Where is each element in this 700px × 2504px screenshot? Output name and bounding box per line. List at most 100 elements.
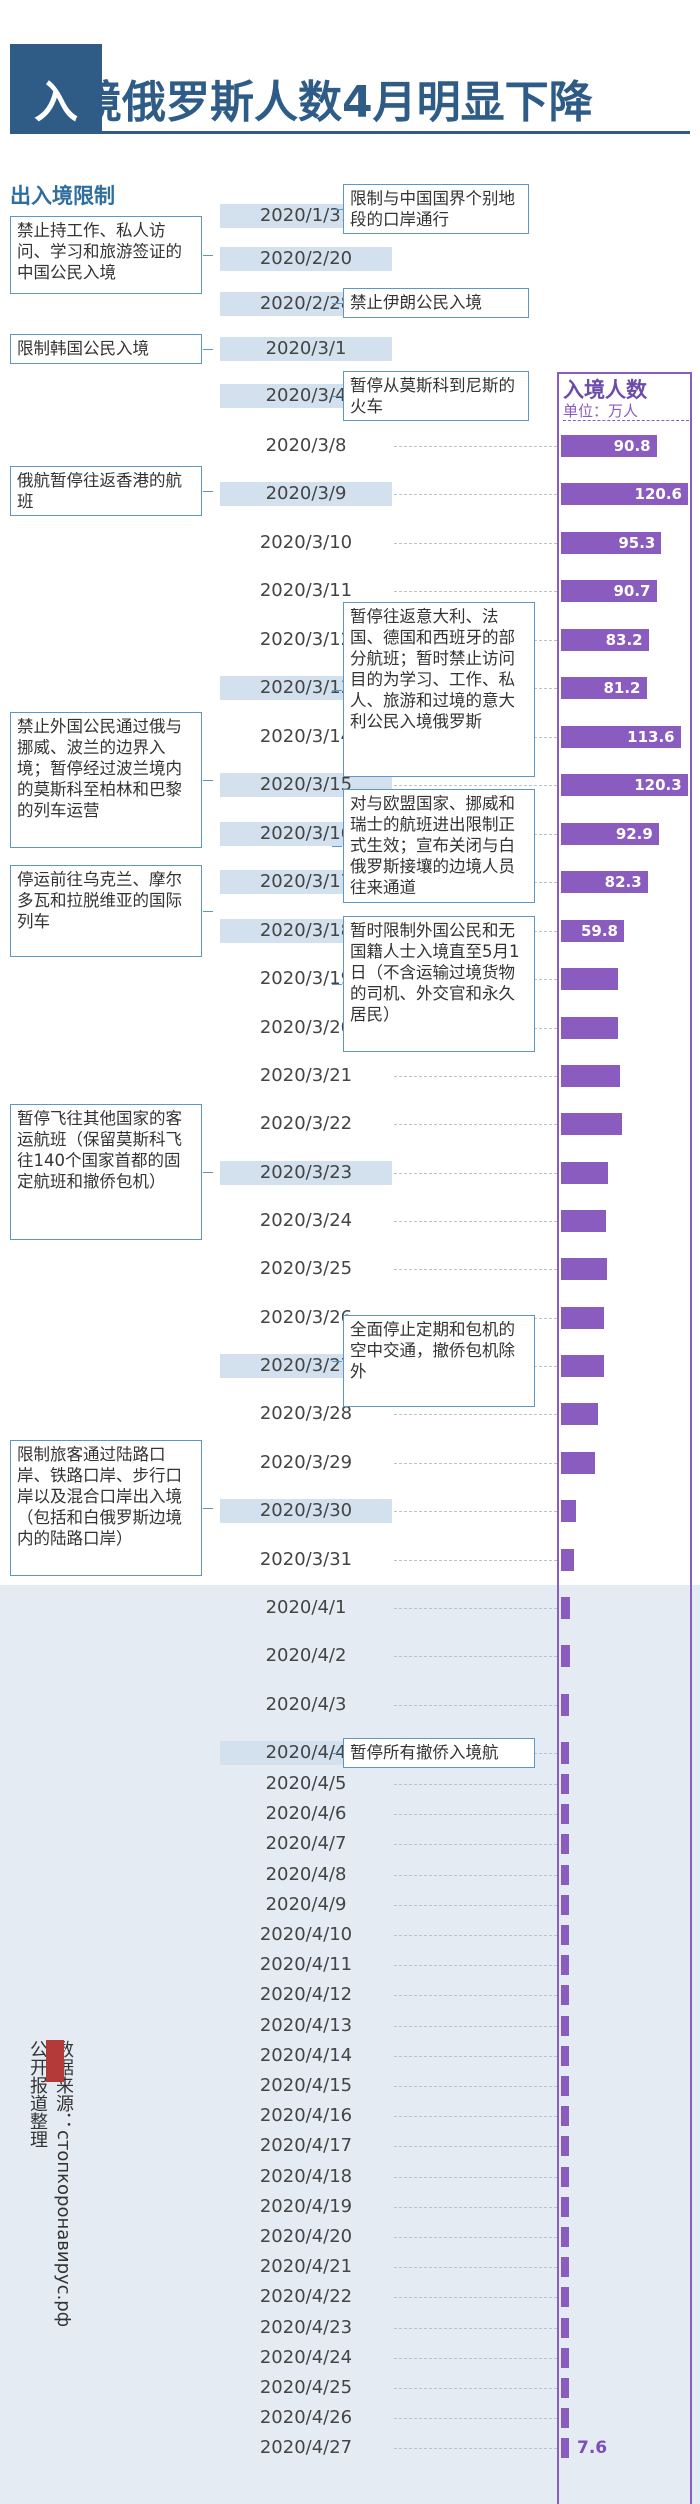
bar-value-label: 113.6 [627,728,675,746]
bar-value-label: 95.3 [618,534,656,552]
title-accent-block [10,44,102,132]
date-leader-line [394,1995,557,1997]
title-rest: 境俄罗斯人数4月明显下降 [78,77,593,128]
date-label: 2020/4/1 [265,1597,347,1618]
date-leader-line [394,1414,557,1415]
date-label: 2020/4/10 [259,1924,353,1945]
bar [561,1452,595,1474]
date-leader-line [394,543,557,544]
date-label: 2020/3/25 [259,1258,353,1279]
date-leader-line [394,2146,557,2148]
chart-frame [557,372,692,2504]
bar-value-label: 59.8 [580,922,618,940]
date-leader-line [394,2388,557,2389]
bar-value-label: 82.3 [604,873,642,891]
bar: 81.2 [561,677,647,699]
bar [561,1065,620,1087]
event-note: 对与欧盟国家、挪威和瑞士的航班进出限制正式生效；宣布关闭与白俄罗斯接壤的边境人员… [332,789,535,903]
bar: 59.8 [561,920,624,942]
publisher-stamp [46,2040,64,2082]
date-label: 2020/4/14 [259,2044,353,2066]
bar [561,1834,569,1855]
date-leader-line [394,494,557,495]
date-label: 2020/3/1 [220,337,392,361]
date-label: 2020/4/25 [259,2377,353,2398]
bar [561,2166,569,2187]
date-label: 2020/3/23 [220,1161,392,1185]
section-title: 出入境限制 [10,184,115,208]
date-leader-line [394,2086,557,2087]
bar [561,1955,569,1976]
bar [561,1925,569,1945]
date-leader-line [394,2297,557,2299]
bar [561,1804,569,1825]
event-note: 限制韩国公民入境 [10,334,213,364]
date-leader-line [394,1904,557,1906]
date-leader-line [394,1511,557,1512]
date-label: 2020/3/29 [259,1452,353,1473]
date-label: 2020/3/20 [259,1017,353,1038]
event-note: 暂停从莫斯科到尼斯的火车 [332,371,529,421]
date-label: 2020/3/9 [220,482,392,506]
chart-unit-divider [563,420,689,421]
bar [561,1403,598,1425]
date-label: 2020/3/28 [259,1403,353,1424]
bar [561,2438,569,2459]
bar: 92.9 [561,823,659,845]
bar [561,2378,569,2398]
event-note: 暂停所有撤侨入境航 [332,1738,535,1768]
date-leader-line [394,2327,557,2329]
bar [561,1210,607,1232]
date-leader-line [394,2448,557,2450]
date-label: 2020/4/11 [259,1954,353,1976]
date-label: 2020/4/26 [259,2407,353,2429]
source-line-2: 公开报道整理 [27,2040,48,2148]
date-leader-line [394,1124,557,1125]
date-label: 2020/3/8 [265,435,347,456]
bar [561,1307,605,1329]
bar [561,968,618,990]
date-label: 2020/4/12 [259,1984,353,2006]
bar [561,1742,570,1764]
chart-unit: 单位：万人 [563,402,639,420]
bar [561,1645,571,1667]
date-label: 2020/4/24 [259,2346,353,2368]
bar [561,2227,569,2247]
bar [561,1774,569,1794]
title-first-char: 入 [34,77,78,128]
date-leader-line [394,2206,557,2208]
date-label: 2020/4/19 [259,2195,353,2217]
bar-value-label: 7.6 [577,2438,608,2459]
date-label: 2020/3/22 [259,1113,353,1134]
event-note: 禁止外国公民通过俄与挪威、波兰的边界入境；暂停经过波兰境内的莫斯科至柏林和巴黎的… [10,712,213,848]
bar: 82.3 [561,871,648,893]
event-note: 全面停止定期和包机的空中交通，撤侨包机除外 [332,1315,535,1407]
date-label: 2020/4/18 [259,2165,353,2187]
bar: 120.6 [561,483,688,505]
bar [561,2257,569,2278]
source-line-1: 数据来源：стопкоронавирус.рф [53,2040,74,2328]
bar [561,1894,569,1915]
event-note: 限制与中国国界个别地段的口岸通行 [332,184,529,234]
title-underline [10,131,690,134]
bar: 83.2 [561,629,649,651]
date-label: 2020/4/20 [259,2226,353,2247]
date-label: 2020/3/19 [259,968,353,989]
date-label: 2020/4/5 [265,1773,347,1794]
date-leader-line [394,1656,557,1657]
date-label: 2020/3/26 [259,1307,353,1328]
date-label: 2020/4/6 [265,1803,347,1825]
date-label: 2020/4/27 [259,2437,353,2459]
bar: 113.6 [561,726,681,748]
date-leader-line [394,1076,557,1077]
date-label: 2020/4/22 [259,2286,353,2308]
bar [561,1864,569,1885]
date-label: 2020/3/12 [259,629,353,650]
bar [561,1549,574,1571]
date-leader-line [394,1269,557,1270]
bar [561,2347,569,2368]
date-label: 2020/4/23 [259,2316,353,2338]
date-leader-line [394,2418,557,2420]
bar: 120.3 [561,774,688,796]
bar [561,1694,570,1716]
